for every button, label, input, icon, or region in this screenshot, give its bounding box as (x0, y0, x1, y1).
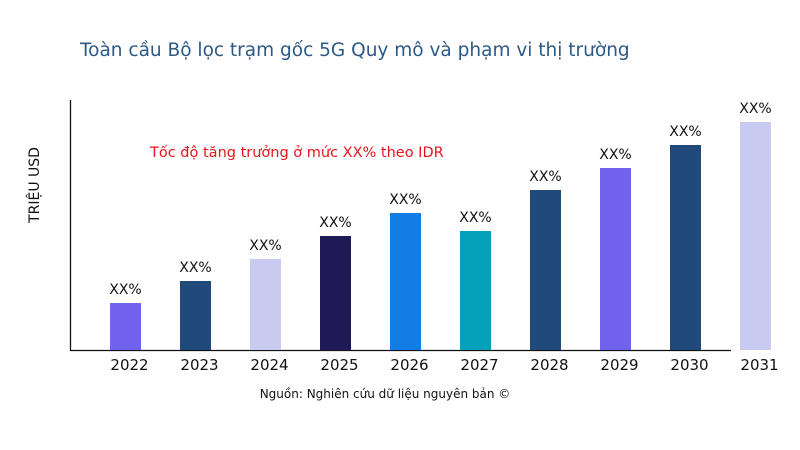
chart-title: Toàn cầu Bộ lọc trạm gốc 5G Quy mô và ph… (80, 40, 630, 61)
x-tick-label-2023: 2023 (180, 356, 218, 374)
x-tick-label-2026: 2026 (390, 356, 428, 374)
bar-2028 (530, 190, 561, 350)
source-note: Nguồn: Nghiên cứu dữ liệu nguyên bản © (259, 387, 511, 401)
bar-2023 (180, 281, 211, 350)
x-tick-label-2031: 2031 (740, 356, 778, 374)
data-label-2022: XX% (109, 282, 141, 298)
bar-2026 (390, 213, 421, 350)
x-tick-label-2029: 2029 (600, 356, 638, 374)
x-tick-label-2027: 2027 (460, 356, 498, 374)
data-label-2031: XX% (739, 101, 771, 117)
bar-2031 (740, 122, 771, 350)
data-label-2026: XX% (389, 192, 421, 208)
x-tick-label-2030: 2030 (670, 356, 708, 374)
data-label-2028: XX% (529, 169, 561, 185)
bar-2027 (460, 231, 491, 350)
x-tick-label-2025: 2025 (320, 356, 358, 374)
growth-annotation: Tốc độ tăng trưởng ở mức XX% theo IDR (150, 145, 444, 161)
data-label-2027: XX% (459, 210, 491, 226)
data-label-2025: XX% (319, 215, 351, 231)
x-tick-label-2028: 2028 (530, 356, 568, 374)
bar-2024 (250, 259, 281, 350)
bar-2030 (670, 145, 701, 350)
bar-2025 (320, 236, 351, 350)
x-tick-label-2024: 2024 (250, 356, 288, 374)
data-label-2024: XX% (249, 238, 281, 254)
bar-2029 (600, 168, 631, 350)
bar-2022 (110, 303, 141, 350)
x-tick-label-2022: 2022 (110, 356, 148, 374)
data-label-2029: XX% (599, 147, 631, 163)
data-label-2023: XX% (179, 260, 211, 276)
data-label-2030: XX% (669, 124, 701, 140)
